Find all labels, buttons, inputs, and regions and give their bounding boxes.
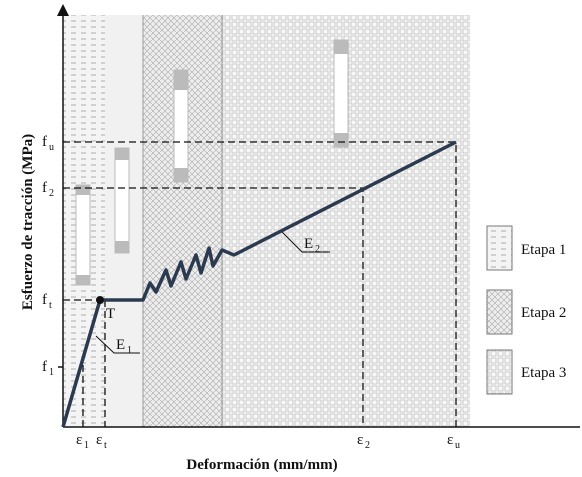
modulus-e2: E 2: [281, 231, 330, 255]
point-label: T: [106, 306, 115, 322]
modulus-sub: 1: [127, 345, 132, 356]
x-tick-sub: t: [104, 440, 107, 451]
x-tick-sub: 2: [365, 440, 370, 451]
y-ticks: f uf 2f tf 1: [42, 134, 54, 378]
x-tick-label: ε: [96, 432, 102, 448]
modulus-sub: 2: [315, 244, 320, 255]
x-axis-label: Deformación (mm/mm): [186, 457, 337, 473]
legend-label: Etapa 1: [521, 242, 566, 258]
y-tick-label: f: [42, 134, 47, 150]
y-tick-label: f: [42, 180, 47, 196]
x-tick-sub: 1: [84, 440, 89, 451]
legend-label: Etapa 3: [521, 365, 566, 381]
modulus-e1: E 1: [95, 335, 140, 356]
legend: Etapa 1 Etapa 2 Etapa 3: [486, 225, 566, 395]
modulus-label: E: [116, 337, 125, 353]
y-axis-label: Esfuerzo de tracción (MPa): [20, 134, 36, 310]
x-tick-label: ε: [76, 432, 82, 448]
legend-label: Etapa 2: [521, 305, 566, 321]
x-tick-label: ε: [447, 432, 453, 448]
x-tick-label: ε: [357, 432, 363, 448]
y-tick-sub: 2: [49, 188, 54, 199]
x-tick-sub: u: [455, 440, 460, 451]
y-tick-label: f: [42, 359, 47, 375]
stress-strain-curve: [61, 140, 457, 428]
y-tick-sub: t: [49, 300, 52, 311]
axes: [57, 4, 580, 428]
specimens: [75, 39, 349, 286]
y-tick-sub: 1: [49, 367, 54, 378]
point-t: [96, 296, 104, 304]
y-tick-sub: u: [49, 142, 54, 153]
modulus-label: E: [304, 236, 313, 252]
y-tick-label: f: [42, 292, 47, 308]
